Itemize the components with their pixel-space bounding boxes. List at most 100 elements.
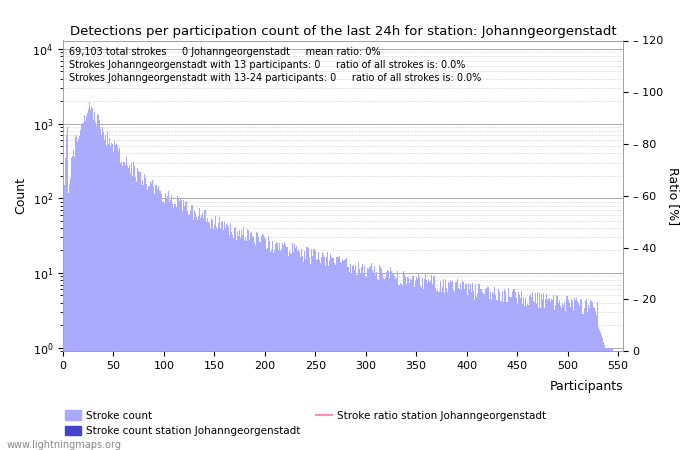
Bar [379, 265, 380, 450]
Bar [371, 263, 372, 450]
Bar [380, 267, 382, 450]
Bar [197, 216, 199, 450]
Bar [610, 347, 611, 450]
Bar [131, 163, 132, 450]
Bar [592, 302, 593, 450]
Bar [94, 112, 95, 450]
Bar [550, 302, 551, 450]
Bar [343, 261, 344, 450]
Bar [228, 227, 229, 450]
Bar [276, 242, 277, 450]
Bar [487, 287, 489, 450]
Bar [468, 283, 469, 450]
Bar [572, 301, 573, 450]
Bar [211, 218, 212, 450]
Bar [374, 266, 375, 450]
Bar [571, 299, 572, 450]
Bar [99, 120, 100, 450]
Text: 69,103 total strokes     0 Johanngeorgenstadt     mean ratio: 0%
Strokes Johanng: 69,103 total strokes 0 Johanngeorgenstad… [69, 47, 481, 83]
Bar [469, 288, 470, 450]
Bar [427, 283, 428, 450]
Bar [135, 177, 136, 450]
Bar [329, 260, 330, 450]
Bar [114, 141, 115, 450]
Bar [352, 266, 353, 450]
Bar [461, 290, 462, 450]
Bar [300, 249, 302, 450]
Bar [473, 291, 474, 450]
Bar [149, 186, 150, 450]
Bar [418, 274, 419, 450]
Bar [148, 186, 149, 450]
Bar [463, 282, 464, 450]
Bar [481, 288, 482, 450]
Bar [373, 273, 374, 450]
Bar [176, 196, 178, 450]
Bar [416, 279, 418, 450]
Bar [136, 181, 137, 450]
Bar [424, 279, 425, 450]
Bar [94, 122, 96, 450]
Bar [216, 227, 217, 450]
Bar [263, 235, 265, 450]
Bar [521, 291, 522, 450]
Bar [355, 265, 356, 450]
Bar [603, 342, 604, 450]
Bar [270, 252, 272, 450]
Bar [360, 274, 361, 450]
Bar [337, 257, 338, 450]
Bar [612, 347, 613, 450]
Bar [286, 247, 288, 450]
Bar [91, 107, 92, 450]
Bar [597, 302, 598, 450]
Bar [108, 144, 109, 450]
Bar [462, 281, 463, 450]
Bar [196, 217, 197, 450]
Bar [369, 267, 370, 450]
Bar [560, 306, 561, 450]
Bar [500, 301, 501, 450]
Bar [554, 310, 555, 450]
Bar [76, 142, 78, 450]
Bar [142, 180, 144, 450]
Bar [542, 293, 544, 450]
Bar [64, 158, 66, 450]
Bar [580, 299, 581, 450]
Bar [558, 303, 559, 450]
Bar [354, 270, 355, 450]
Bar [147, 190, 148, 450]
Bar [491, 300, 492, 450]
Bar [464, 289, 465, 450]
Legend: Stroke count, Stroke count station Johanngeorgenstadt, Stroke ratio station Joha: Stroke count, Stroke count station Johan… [61, 406, 550, 440]
Bar [102, 127, 103, 450]
Bar [445, 280, 446, 450]
Bar [164, 203, 165, 450]
Bar [429, 282, 430, 450]
Bar [533, 302, 535, 450]
Bar [127, 166, 128, 450]
Bar [80, 124, 82, 450]
Bar [441, 292, 442, 450]
Bar [465, 284, 466, 450]
Bar [336, 257, 337, 450]
Bar [93, 120, 94, 450]
Bar [283, 243, 284, 450]
Bar [578, 303, 579, 450]
Bar [515, 298, 517, 450]
Bar [588, 305, 589, 450]
Bar [577, 301, 578, 450]
Bar [386, 272, 387, 450]
Bar [547, 300, 548, 450]
Bar [116, 144, 117, 450]
Bar [496, 300, 498, 450]
Bar [66, 127, 67, 450]
Bar [546, 293, 547, 450]
Bar [594, 308, 595, 450]
Bar [122, 166, 123, 450]
Bar [165, 193, 167, 450]
Bar [123, 162, 124, 450]
Bar [447, 292, 448, 450]
Bar [295, 246, 297, 450]
Bar [317, 259, 318, 450]
Bar [556, 295, 557, 450]
